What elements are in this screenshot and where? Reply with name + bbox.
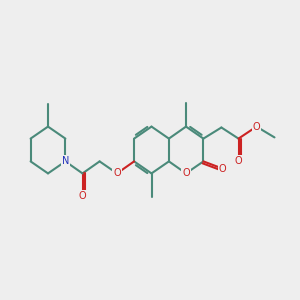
Text: O: O [182,168,190,178]
Text: O: O [113,168,121,178]
Text: N: N [62,156,69,167]
Text: O: O [219,164,226,174]
Text: O: O [253,122,260,132]
Text: O: O [79,190,86,201]
Text: O: O [235,156,242,167]
